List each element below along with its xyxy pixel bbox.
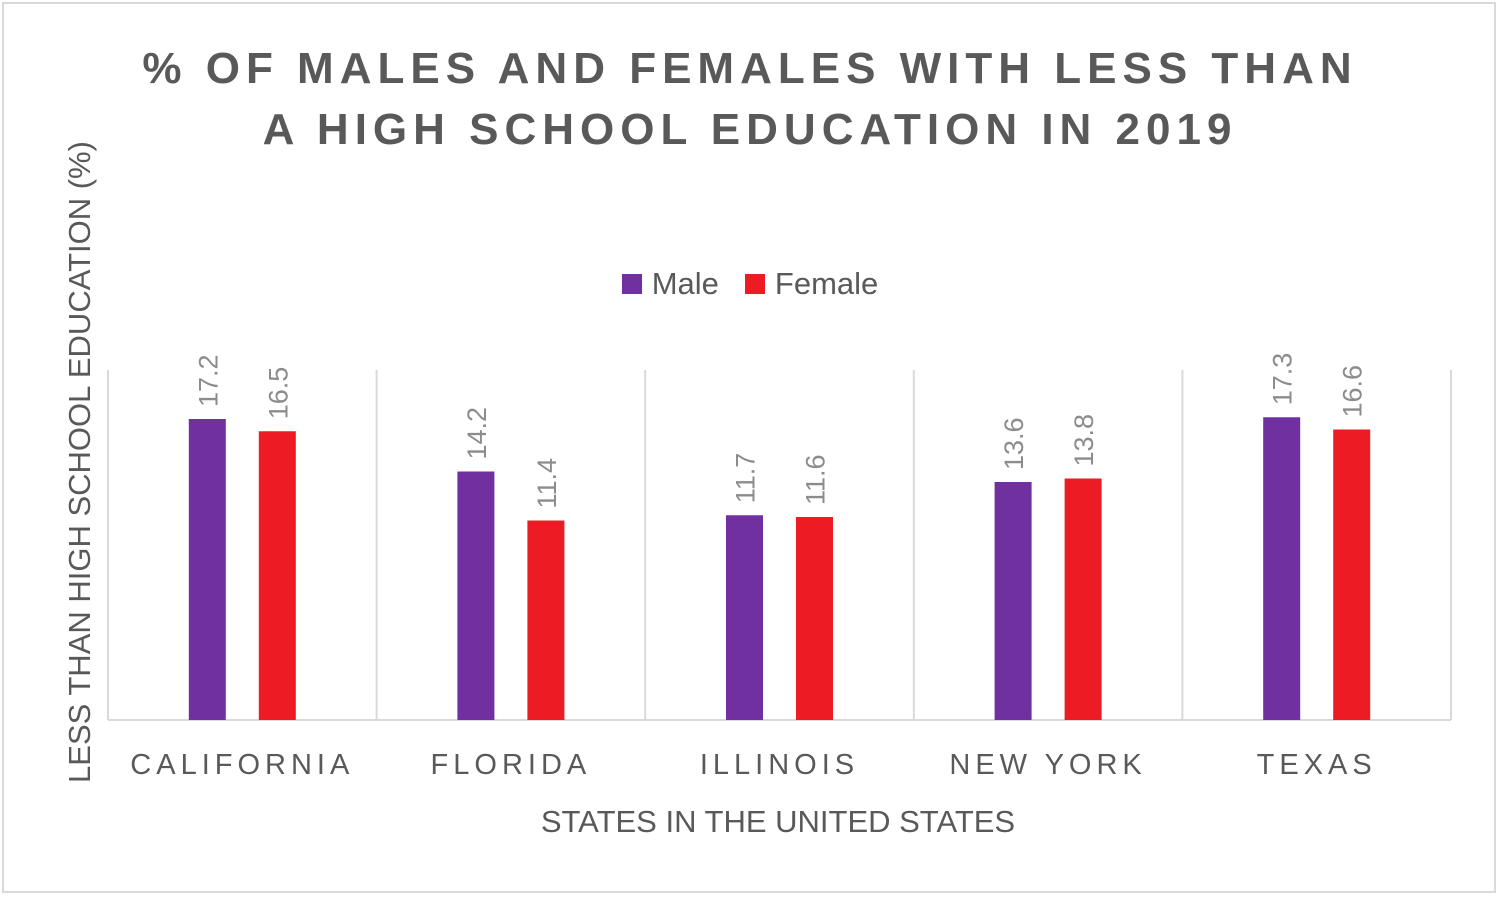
bar-female-new-york: [1064, 478, 1102, 720]
legend-swatch-female: [744, 274, 765, 294]
chart-legend: Male Female: [0, 266, 1500, 302]
legend-entry-female: Female: [744, 266, 879, 302]
category-label-florida: FLORIDA: [431, 749, 592, 781]
data-label-male-texas: 17.3: [1268, 353, 1298, 406]
bar-male-new-york: [994, 482, 1032, 720]
legend-entry-male: Male: [621, 266, 719, 302]
category-label-illinois: ILLINOIS: [700, 749, 859, 781]
bar-male-california: [188, 419, 226, 720]
data-label-female-texas: 16.6: [1338, 365, 1368, 418]
data-label-female-florida: 11.4: [532, 458, 562, 509]
data-label-male-illinois: 11.7: [731, 453, 761, 504]
chart-title-line-1: % OF MALES AND FEMALES WITH LESS THAN: [142, 44, 1358, 93]
x-axis-title: STATES IN THE UNITED STATES: [541, 804, 1015, 839]
grid-layer: [107, 370, 1452, 721]
category-label-new-york: NEW YORK: [949, 749, 1146, 781]
bar-female-florida: [527, 520, 565, 720]
category-label-california: CALIFORNIA: [130, 749, 354, 781]
legend-label-male: Male: [651, 266, 719, 301]
legend-swatch-male: [621, 274, 642, 294]
bar-female-illinois: [796, 517, 833, 720]
bar-male-florida: [457, 471, 495, 720]
bar-female-texas: [1333, 429, 1371, 720]
data-label-male-florida: 14.2: [462, 407, 492, 460]
label-layer: 17.2 16.5 CALIFORNIA 14.2 11.4 FLORIDA 11.7 11.…: [130, 353, 1377, 781]
chart-title-line-2: A HIGH SCHOOL EDUCATION IN 2019: [262, 105, 1238, 154]
bar-female-california: [258, 431, 296, 720]
data-label-female-california: 16.5: [263, 367, 293, 420]
data-label-male-california: 17.2: [193, 354, 223, 407]
bar-male-texas: [1263, 417, 1301, 720]
bar-layer: [188, 417, 1371, 720]
data-label-female-new-york: 13.8: [1069, 414, 1099, 467]
bar-male-illinois: [726, 515, 763, 720]
data-label-male-new-york: 13.6: [999, 417, 1029, 470]
legend-label-female: Female: [774, 266, 879, 301]
category-label-texas: TEXAS: [1257, 749, 1377, 781]
data-label-female-illinois: 11.6: [801, 454, 831, 505]
y-axis-title: LESS THAN HIGH SCHOOL EDUCATION (%): [62, 141, 97, 783]
